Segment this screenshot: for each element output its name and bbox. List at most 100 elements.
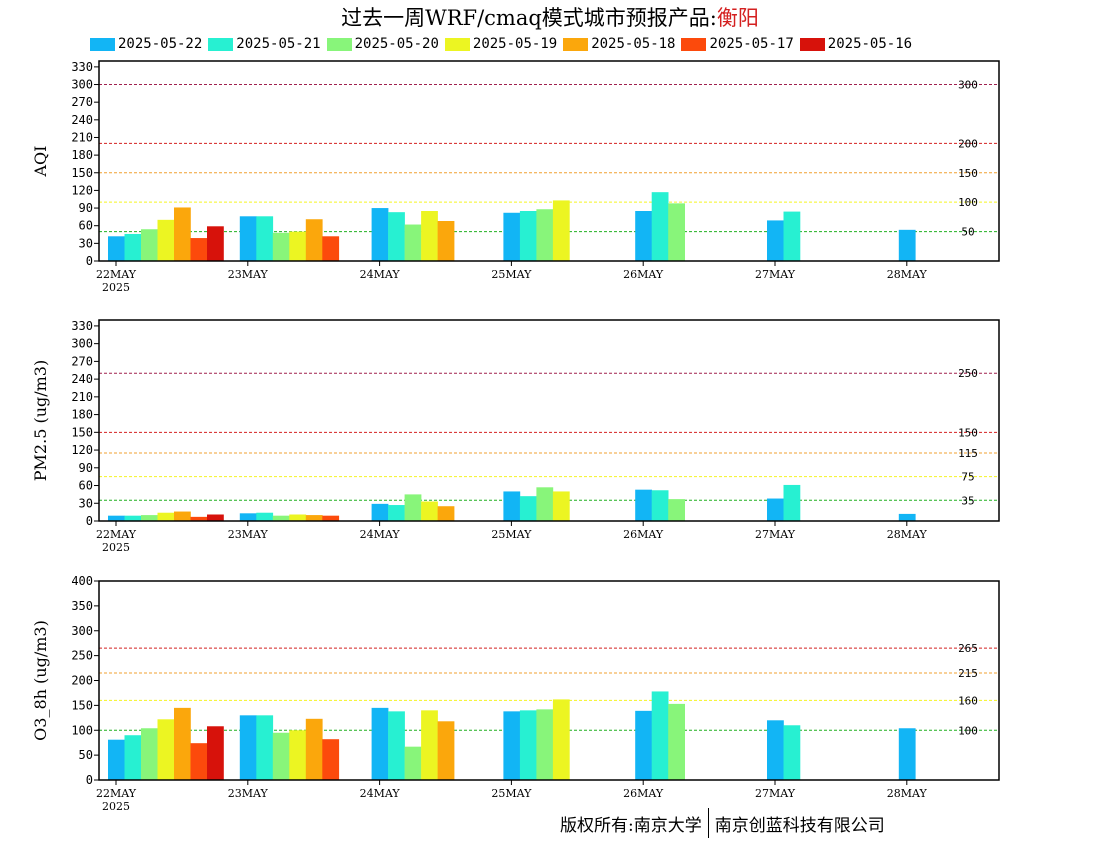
bar	[635, 710, 652, 780]
y-tick-label: 120	[71, 443, 93, 457]
threshold-label: 100	[958, 196, 978, 209]
bar	[256, 715, 274, 780]
bar	[289, 730, 307, 780]
y-tick-label: 50	[79, 748, 93, 762]
bar	[635, 211, 652, 261]
legend: 2025-05-22 2025-05-21 2025-05-20 2025-05-19…	[90, 35, 916, 53]
bar	[421, 710, 438, 780]
bar	[289, 514, 307, 521]
bar	[519, 211, 537, 261]
y-tick-label: 150	[71, 166, 93, 180]
legend-swatch	[681, 37, 707, 51]
footer-divider	[707, 808, 709, 838]
bar	[898, 728, 916, 780]
bar	[322, 515, 340, 521]
bar	[157, 512, 175, 521]
bar	[174, 511, 191, 521]
threshold-label: 75	[961, 471, 974, 484]
y-tick-label: 300	[71, 337, 93, 351]
y-tick-label: 300	[71, 624, 93, 638]
bar	[289, 231, 307, 261]
bar	[668, 499, 685, 521]
x-tick-label: 24MAY	[360, 787, 401, 800]
y-tick-label: 210	[71, 390, 93, 404]
threshold-label: 215	[958, 667, 978, 680]
x-year-label: 2025	[102, 800, 130, 813]
bar	[668, 203, 685, 261]
bar	[783, 484, 801, 521]
legend-item: 2025-05-17	[681, 35, 794, 53]
bar	[388, 711, 405, 780]
bar	[519, 710, 537, 780]
copyright-left: 版权所有:南京大学	[560, 815, 702, 836]
legend-item: 2025-05-16	[799, 35, 913, 53]
y-axis-label: PM2.5 (ug/m3)	[31, 360, 50, 481]
x-tick-label: 24MAY	[360, 268, 401, 281]
bar	[371, 707, 389, 780]
legend-label: 2025-05-20	[354, 36, 439, 52]
y-tick-label: 200	[71, 674, 93, 688]
copyright-footer: 版权所有:南京大学 南京创蓝科技有限公司	[560, 808, 885, 838]
x-tick-label: 23MAY	[228, 528, 269, 541]
x-tick-label: 27MAY	[755, 528, 796, 541]
bar	[141, 515, 158, 521]
title-city: 衡阳	[716, 6, 759, 30]
x-tick-label: 28MAY	[887, 268, 928, 281]
y-tick-label: 240	[71, 372, 93, 386]
bar	[635, 489, 652, 521]
bar	[174, 207, 191, 261]
y-tick-label: 350	[71, 599, 93, 613]
bar	[124, 735, 142, 780]
bar	[404, 494, 422, 521]
legend-item: 2025-05-22	[90, 35, 202, 53]
bar	[124, 515, 142, 521]
bar	[190, 516, 208, 521]
x-year-label: 2025	[102, 281, 130, 294]
x-tick-label: 28MAY	[887, 787, 928, 800]
threshold-label: 35	[961, 494, 974, 507]
threshold-label: 200	[958, 137, 978, 150]
bar	[388, 212, 405, 261]
bar	[767, 498, 784, 521]
y-tick-label: 240	[71, 113, 93, 127]
bar	[108, 236, 125, 261]
bar	[552, 699, 570, 780]
bar	[207, 226, 224, 261]
y-tick-label: 30	[79, 496, 93, 510]
legend-label: 2025-05-16	[827, 36, 913, 52]
legend-item: 2025-05-18	[563, 35, 675, 53]
y-tick-label: 180	[71, 408, 93, 422]
bar	[157, 719, 175, 780]
legend-label: 2025-05-21	[236, 36, 321, 52]
threshold-label: 100	[958, 724, 978, 737]
bar	[519, 496, 537, 521]
x-tick-label: 25MAY	[491, 268, 532, 281]
threshold-label: 115	[958, 447, 978, 460]
bar	[141, 229, 158, 261]
y-tick-label: 0	[86, 773, 93, 787]
bar	[898, 513, 916, 521]
bar	[190, 238, 208, 261]
chart-panel-2: 250 150 115 75 35 0 30 60 90 120 150 180 210 240 270 30…	[31, 319, 1000, 554]
y-tick-label: 150	[71, 425, 93, 439]
bar	[207, 514, 224, 521]
bar	[272, 515, 290, 521]
y-tick-label: 180	[71, 148, 93, 162]
bar	[239, 513, 257, 521]
bar	[174, 707, 191, 780]
legend-label: 2025-05-18	[591, 36, 676, 52]
legend-swatch	[799, 37, 825, 51]
x-tick-label: 27MAY	[755, 787, 796, 800]
bar	[783, 211, 801, 261]
bar	[157, 219, 175, 261]
bar	[404, 224, 422, 261]
x-tick-label: 24MAY	[360, 528, 401, 541]
title-prefix: 过去一周WRF/cmaq模式城市预报产品:	[341, 6, 717, 30]
bar	[536, 487, 554, 521]
legend-label: 2025-05-17	[709, 36, 794, 52]
bar	[322, 236, 340, 261]
bar	[239, 216, 257, 261]
x-tick-label: 25MAY	[491, 787, 532, 800]
bar	[124, 233, 142, 261]
